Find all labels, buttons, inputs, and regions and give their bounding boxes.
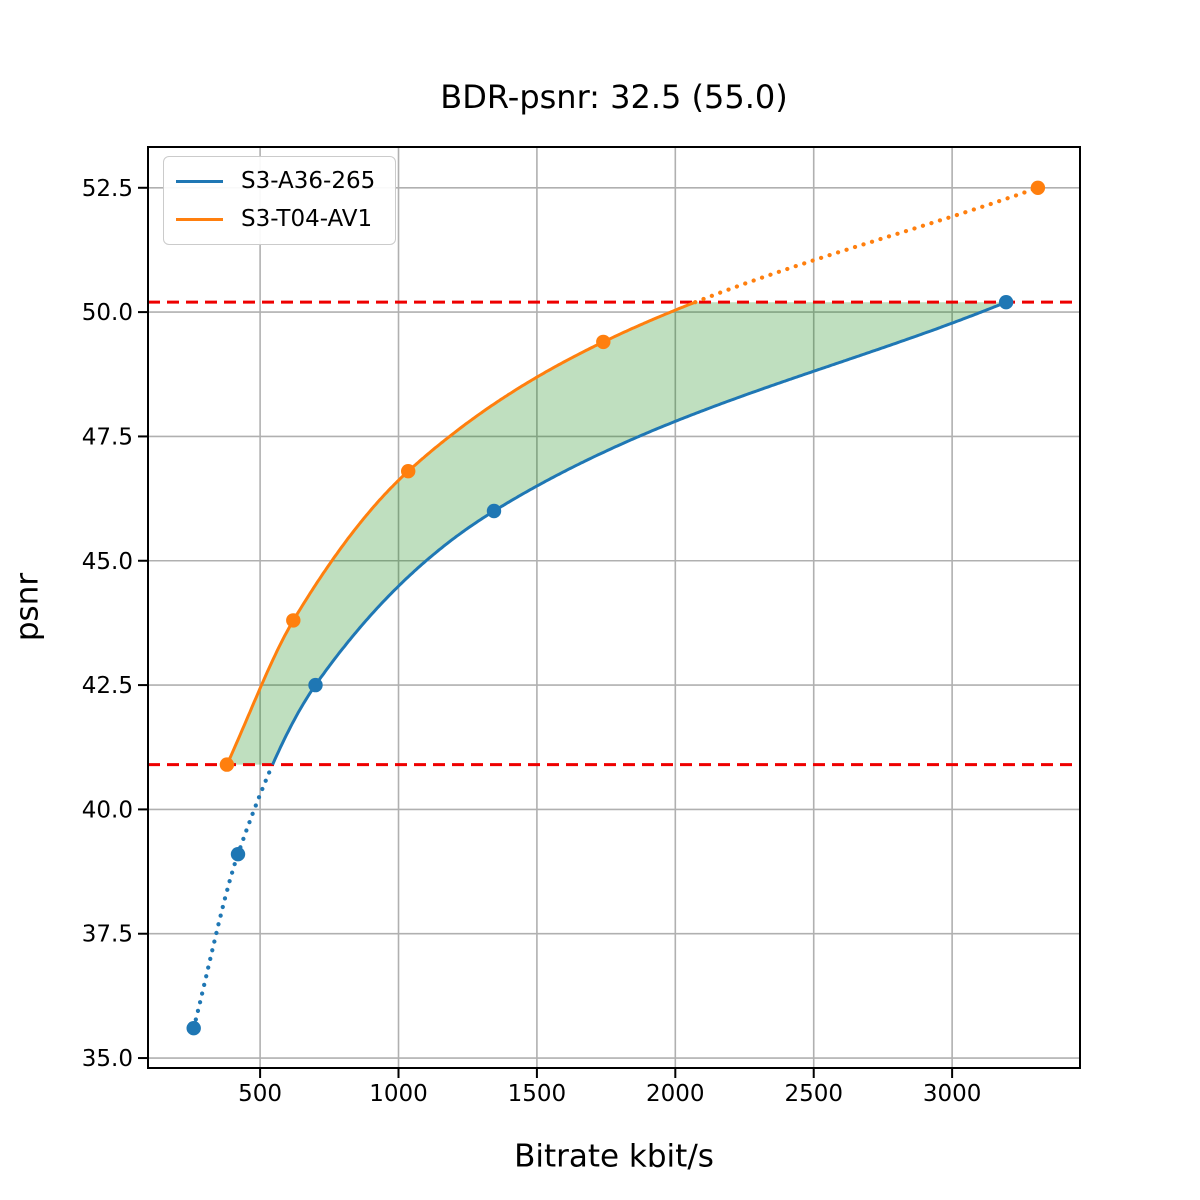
x-axis-label: Bitrate kbit/s xyxy=(514,1138,714,1175)
y-tick-label: 35.0 xyxy=(82,1046,133,1072)
data-point-s3-a36-265 xyxy=(308,677,323,693)
series-line-s3-t04-av1 xyxy=(225,300,696,766)
x-tick-label: 2000 xyxy=(646,1081,705,1107)
plot-border xyxy=(147,146,1081,1069)
y-tick-label: 47.5 xyxy=(82,424,133,450)
data-point-s3-t04-av1 xyxy=(286,613,301,628)
y-tick-label: 42.5 xyxy=(82,673,133,699)
y-tick-label: 50.0 xyxy=(82,300,133,326)
series-line-s3-a36-265 xyxy=(271,300,1007,766)
data-point-s3-a36-265 xyxy=(186,1020,201,1036)
data-point-s3-a36-265 xyxy=(486,503,502,519)
series-line-dotted-s3-t04-av1 xyxy=(693,185,1040,305)
series-line-dotted-s3-a36-265 xyxy=(191,762,275,1031)
legend-label: S3-T04-AV1 xyxy=(241,205,373,232)
y-tick-label: 37.5 xyxy=(82,922,133,948)
legend-label: S3-A36-265 xyxy=(241,168,376,194)
y-tick-label: 40.0 xyxy=(82,797,133,823)
y-tick-label: 45.0 xyxy=(82,549,133,575)
data-point-s3-t04-av1 xyxy=(401,464,416,479)
data-point-s3-t04-av1 xyxy=(1030,180,1046,195)
legend: S3-A36-265 S3-T04-AV1 xyxy=(163,156,397,245)
legend-item-s3-t04-av1: S3-T04-AV1 xyxy=(176,205,375,234)
y-tick-label: 52.5 xyxy=(82,176,133,202)
data-point-s3-t04-av1 xyxy=(596,334,611,350)
x-tick-label: 1500 xyxy=(508,1081,567,1107)
data-point-s3-a36-265 xyxy=(998,295,1014,310)
x-tick-label: 500 xyxy=(238,1081,282,1107)
x-tick-label: 1000 xyxy=(369,1081,428,1107)
x-tick-label: 2500 xyxy=(784,1081,843,1107)
legend-line-swatch-orange xyxy=(176,217,223,221)
legend-item-s3-a36-265: S3-A36-265 xyxy=(176,167,375,196)
bd-area-fill xyxy=(226,302,1007,765)
data-point-s3-a36-265 xyxy=(230,847,246,862)
data-point-s3-t04-av1 xyxy=(219,757,235,772)
x-tick-label: 3000 xyxy=(923,1081,982,1107)
legend-line-swatch-blue xyxy=(176,179,223,183)
chart-title: BDR-psnr: 32.5 (55.0) xyxy=(440,78,788,116)
